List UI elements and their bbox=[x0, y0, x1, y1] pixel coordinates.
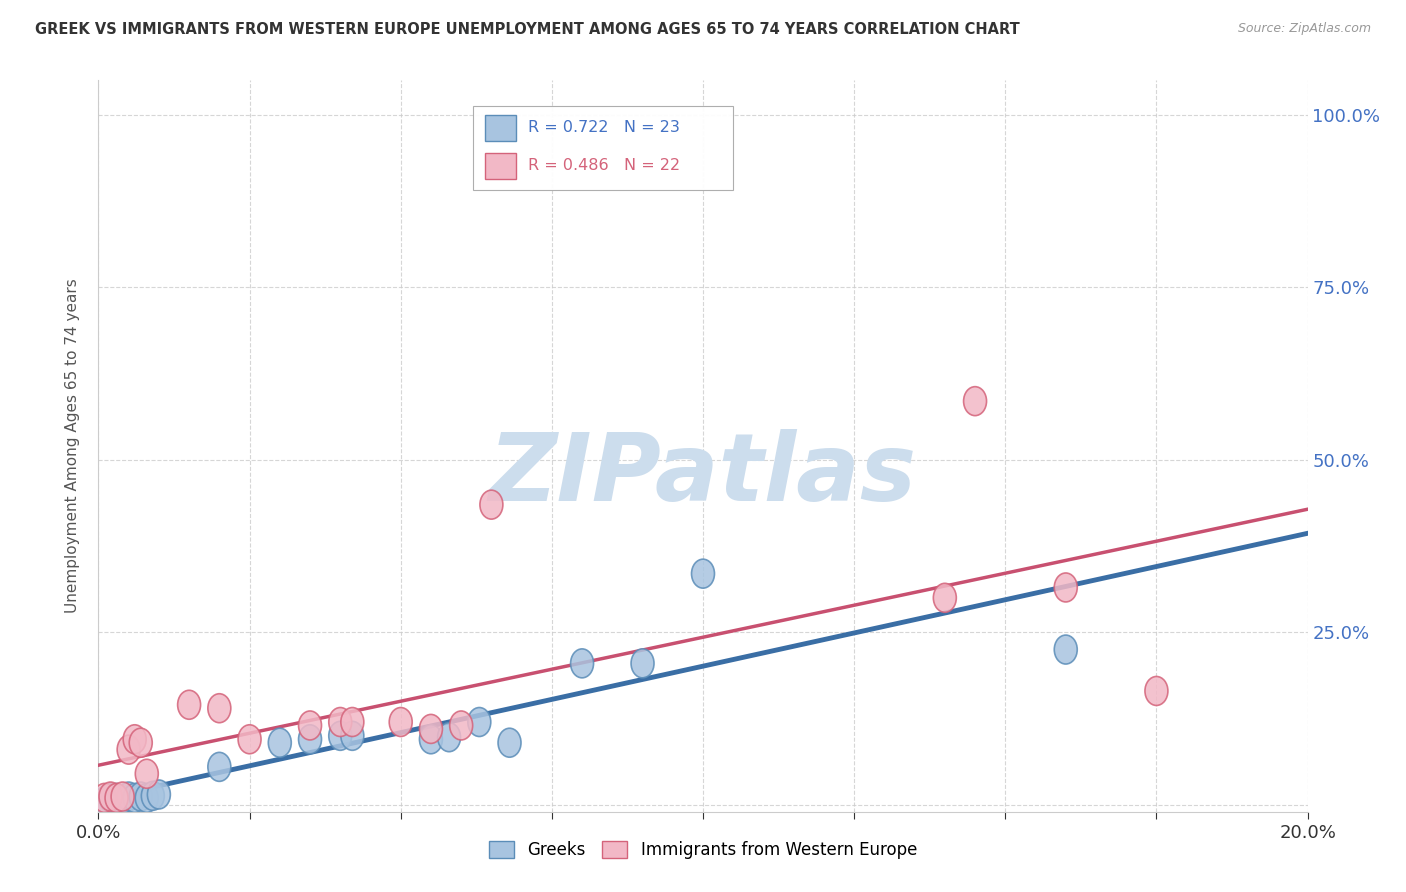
Ellipse shape bbox=[129, 728, 152, 757]
Ellipse shape bbox=[1144, 676, 1168, 706]
Y-axis label: Unemployment Among Ages 65 to 74 years: Unemployment Among Ages 65 to 74 years bbox=[65, 278, 80, 614]
Ellipse shape bbox=[269, 728, 291, 757]
Ellipse shape bbox=[340, 707, 364, 737]
Ellipse shape bbox=[124, 783, 146, 813]
Ellipse shape bbox=[111, 785, 134, 814]
Ellipse shape bbox=[129, 782, 152, 811]
Ellipse shape bbox=[340, 722, 364, 750]
Ellipse shape bbox=[1054, 573, 1077, 602]
Ellipse shape bbox=[177, 690, 201, 719]
Ellipse shape bbox=[124, 725, 146, 754]
Ellipse shape bbox=[117, 782, 141, 811]
Ellipse shape bbox=[93, 787, 115, 816]
Ellipse shape bbox=[298, 711, 322, 740]
Ellipse shape bbox=[148, 780, 170, 809]
Ellipse shape bbox=[450, 711, 472, 740]
Text: R = 0.486   N = 22: R = 0.486 N = 22 bbox=[527, 159, 679, 173]
FancyBboxPatch shape bbox=[474, 106, 734, 190]
Ellipse shape bbox=[98, 782, 122, 811]
Text: ZIPatlas: ZIPatlas bbox=[489, 429, 917, 521]
Bar bbox=[485, 115, 516, 141]
Text: Source: ZipAtlas.com: Source: ZipAtlas.com bbox=[1237, 22, 1371, 36]
Ellipse shape bbox=[329, 707, 352, 737]
Ellipse shape bbox=[135, 783, 159, 813]
Legend: Greeks, Immigrants from Western Europe: Greeks, Immigrants from Western Europe bbox=[482, 834, 924, 865]
Ellipse shape bbox=[498, 728, 522, 757]
Ellipse shape bbox=[479, 491, 503, 519]
Ellipse shape bbox=[98, 783, 122, 813]
Ellipse shape bbox=[437, 723, 461, 752]
Ellipse shape bbox=[208, 752, 231, 781]
Text: R = 0.722   N = 23: R = 0.722 N = 23 bbox=[527, 120, 679, 136]
Ellipse shape bbox=[389, 707, 412, 737]
Ellipse shape bbox=[111, 782, 134, 811]
Ellipse shape bbox=[419, 714, 443, 743]
Ellipse shape bbox=[571, 648, 593, 678]
Ellipse shape bbox=[419, 725, 443, 754]
Ellipse shape bbox=[208, 694, 231, 723]
Ellipse shape bbox=[298, 725, 322, 754]
Ellipse shape bbox=[142, 781, 165, 810]
Ellipse shape bbox=[468, 707, 491, 737]
Ellipse shape bbox=[93, 783, 115, 813]
Ellipse shape bbox=[963, 386, 987, 416]
Ellipse shape bbox=[117, 735, 141, 764]
Ellipse shape bbox=[135, 759, 159, 789]
Text: GREEK VS IMMIGRANTS FROM WESTERN EUROPE UNEMPLOYMENT AMONG AGES 65 TO 74 YEARS C: GREEK VS IMMIGRANTS FROM WESTERN EUROPE … bbox=[35, 22, 1019, 37]
Ellipse shape bbox=[934, 583, 956, 612]
Ellipse shape bbox=[105, 783, 128, 813]
Bar bbox=[485, 153, 516, 179]
Ellipse shape bbox=[105, 783, 128, 813]
Ellipse shape bbox=[692, 559, 714, 588]
Ellipse shape bbox=[238, 725, 262, 754]
Ellipse shape bbox=[1054, 635, 1077, 664]
Ellipse shape bbox=[329, 722, 352, 750]
Ellipse shape bbox=[631, 648, 654, 678]
